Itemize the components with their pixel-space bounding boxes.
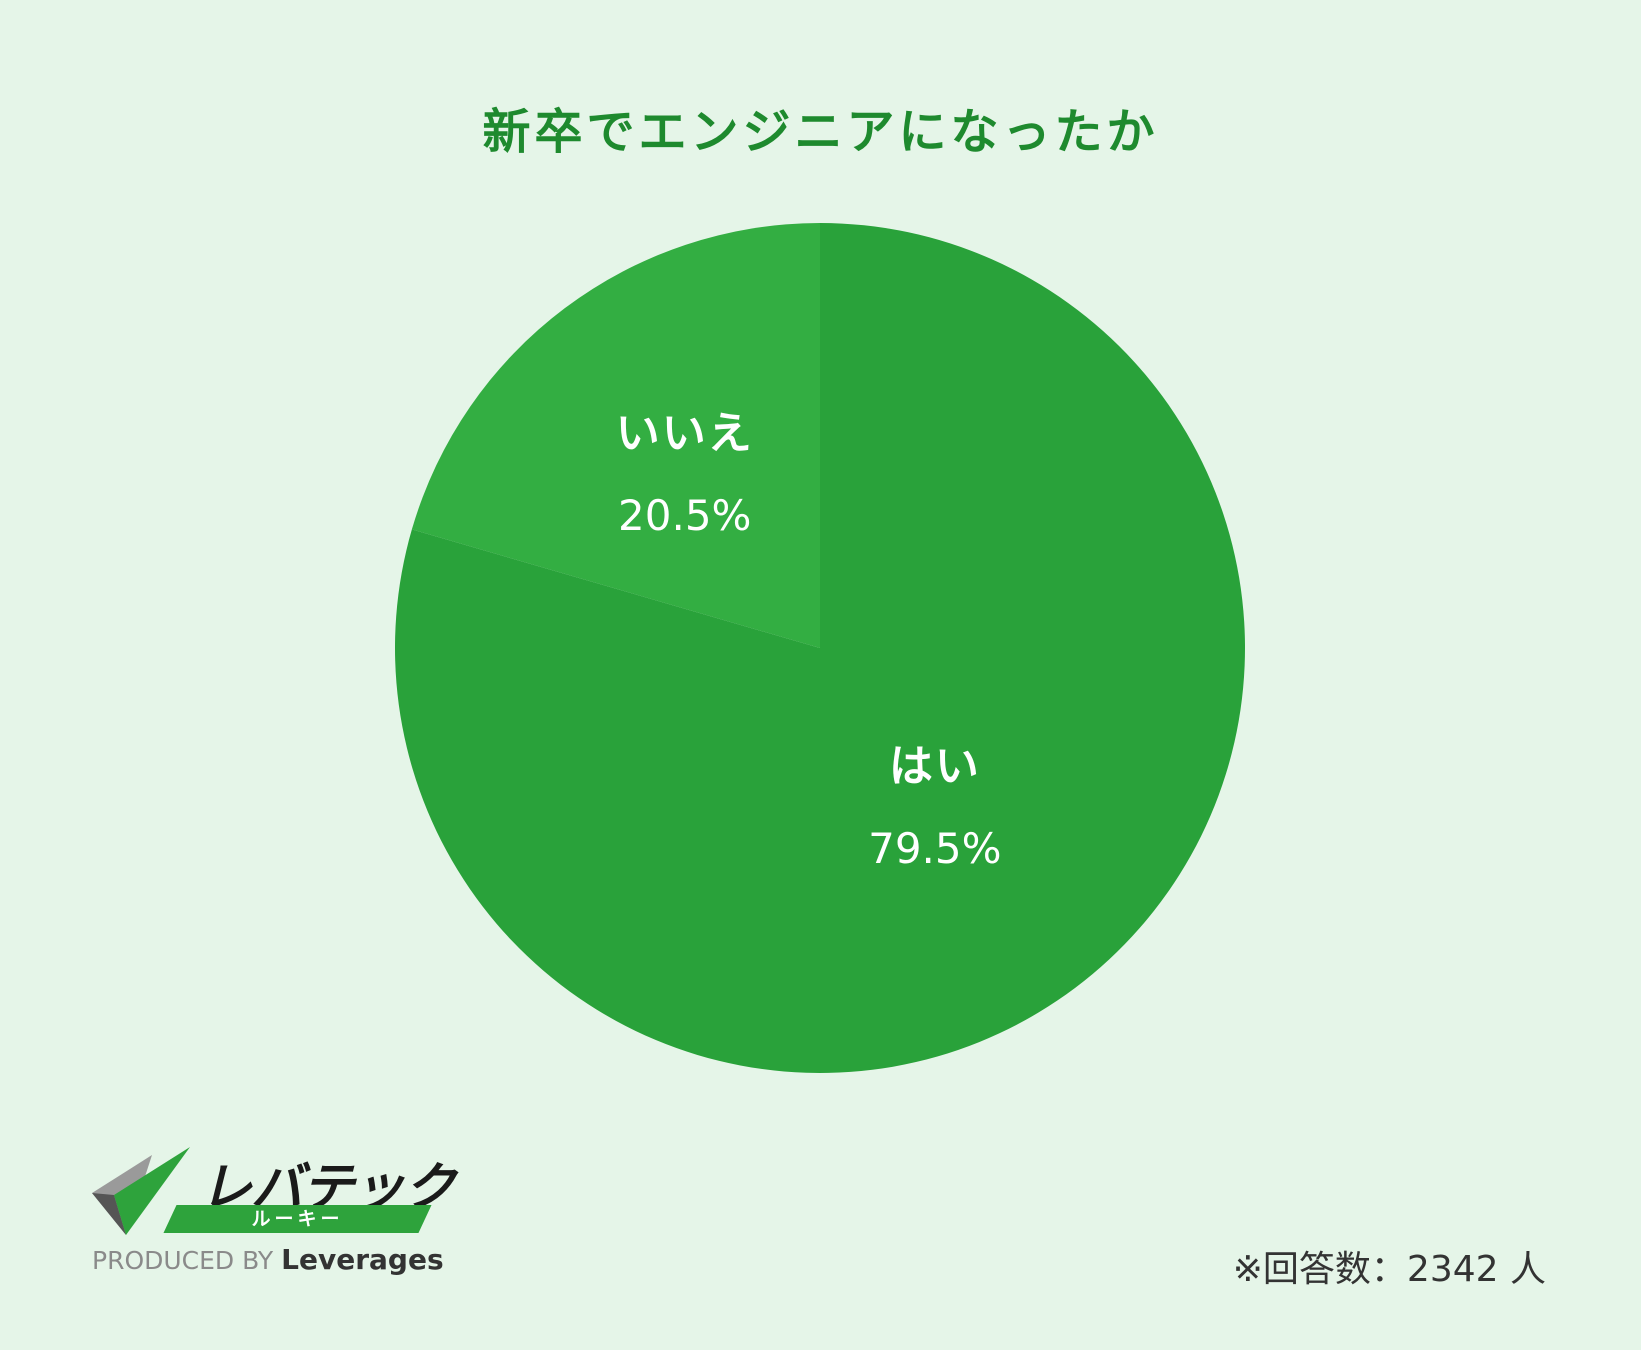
slice-label-1: はい	[889, 741, 981, 792]
produced-by: PRODUCED BY Leverages	[92, 1243, 444, 1276]
slice-label-0: いいえ	[616, 408, 754, 459]
pie-slice-0	[411, 223, 820, 648]
logo-subtitle: ルーキー	[251, 1208, 344, 1230]
slice-value-0: 20.5%	[618, 491, 751, 540]
respondent-count-note: ※回答数：2342 人	[1232, 1249, 1546, 1290]
produced-by-brand: Leverages	[281, 1243, 444, 1276]
checkmark-icon	[92, 1147, 190, 1235]
slice-value-1: 79.5%	[868, 824, 1001, 873]
chart-title: 新卒でエンジニアになったか	[482, 104, 1159, 160]
pie-slice-1	[394, 223, 1246, 1073]
brand-logo: レバテック ルーキー PRODUCED BY Leverages	[92, 1145, 456, 1280]
produced-by-label: PRODUCED BY	[92, 1246, 274, 1275]
